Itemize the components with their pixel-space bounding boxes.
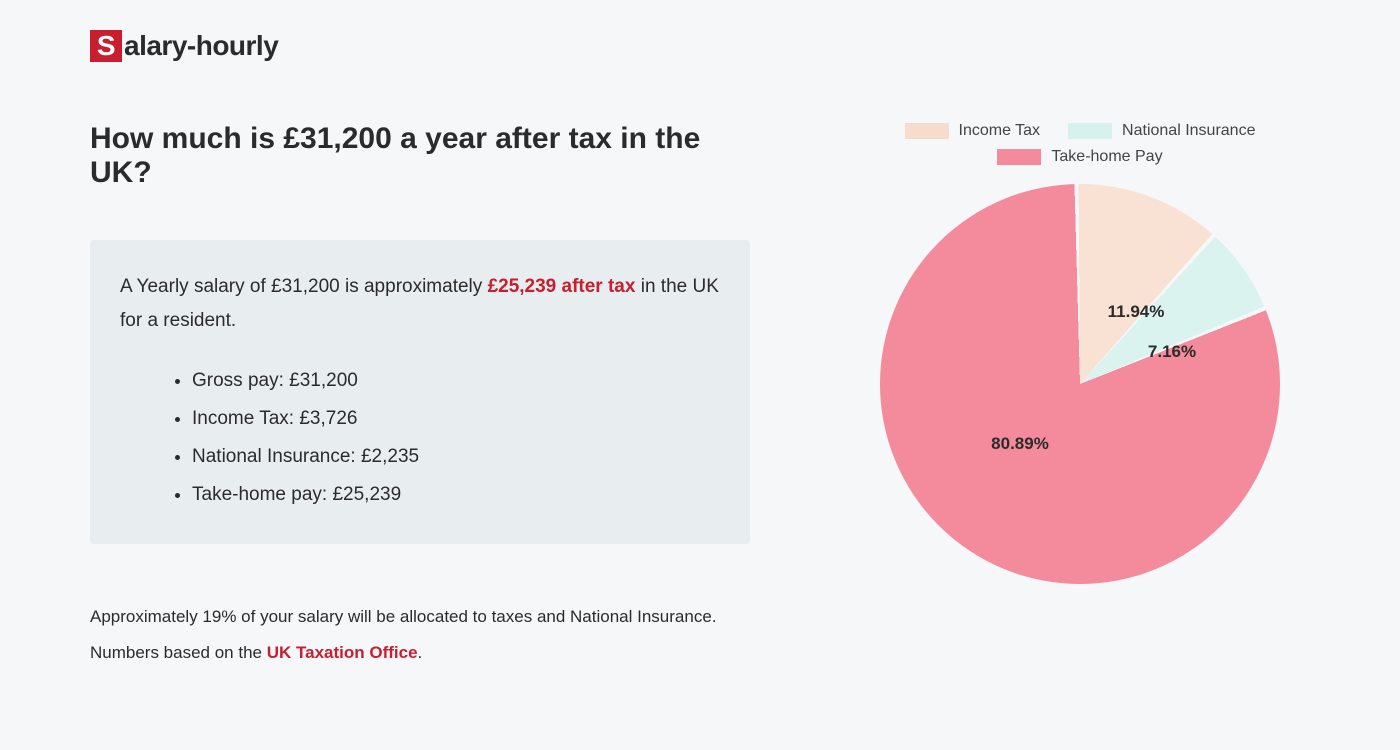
pie-label: 11.94% xyxy=(1108,302,1165,322)
summary-text: A Yearly salary of £31,200 is approximat… xyxy=(120,270,720,338)
legend-swatch xyxy=(905,123,949,139)
legend-item: Income Tax xyxy=(905,122,1041,140)
logo-s-icon: S xyxy=(90,30,122,62)
pie-label: 80.89% xyxy=(991,434,1049,454)
list-item: National Insurance: £2,235 xyxy=(192,438,720,476)
legend-item: National Insurance xyxy=(1068,122,1255,140)
summary-prefix: A Yearly salary of £31,200 is approximat… xyxy=(120,276,488,297)
pie-graphic xyxy=(880,184,1280,584)
summary-box: A Yearly salary of £31,200 is approximat… xyxy=(90,240,750,544)
legend-label: National Insurance xyxy=(1122,122,1255,140)
page-title: How much is £31,200 a year after tax in … xyxy=(90,122,750,190)
footer-line1: Approximately 19% of your salary will be… xyxy=(90,607,717,626)
tax-office-link[interactable]: UK Taxation Office xyxy=(267,643,418,662)
summary-highlight: £25,239 after tax xyxy=(488,276,636,297)
main-content: How much is £31,200 a year after tax in … xyxy=(90,122,1310,671)
pie-chart: 11.94% 7.16% 80.89% xyxy=(880,184,1280,584)
list-item: Gross pay: £31,200 xyxy=(192,362,720,400)
legend-swatch xyxy=(1068,123,1112,139)
chart-legend: Income Tax National Insurance Take-home … xyxy=(850,122,1310,166)
legend-swatch xyxy=(997,149,1041,165)
legend-label: Income Tax xyxy=(959,122,1041,140)
legend-label: Take-home Pay xyxy=(1051,148,1162,166)
legend-item: Take-home Pay xyxy=(997,148,1162,166)
right-column: Income Tax National Insurance Take-home … xyxy=(850,122,1310,671)
footer-text: Approximately 19% of your salary will be… xyxy=(90,599,750,670)
list-item: Take-home pay: £25,239 xyxy=(192,476,720,514)
footer-line2-prefix: Numbers based on the xyxy=(90,643,267,662)
site-logo: Salary-hourly xyxy=(90,30,1310,62)
logo-text: alary-hourly xyxy=(124,30,278,62)
summary-list: Gross pay: £31,200 Income Tax: £3,726 Na… xyxy=(120,362,720,514)
left-column: How much is £31,200 a year after tax in … xyxy=(90,122,750,671)
footer-line2-suffix: . xyxy=(418,643,423,662)
list-item: Income Tax: £3,726 xyxy=(192,400,720,438)
pie-label: 7.16% xyxy=(1148,342,1196,362)
